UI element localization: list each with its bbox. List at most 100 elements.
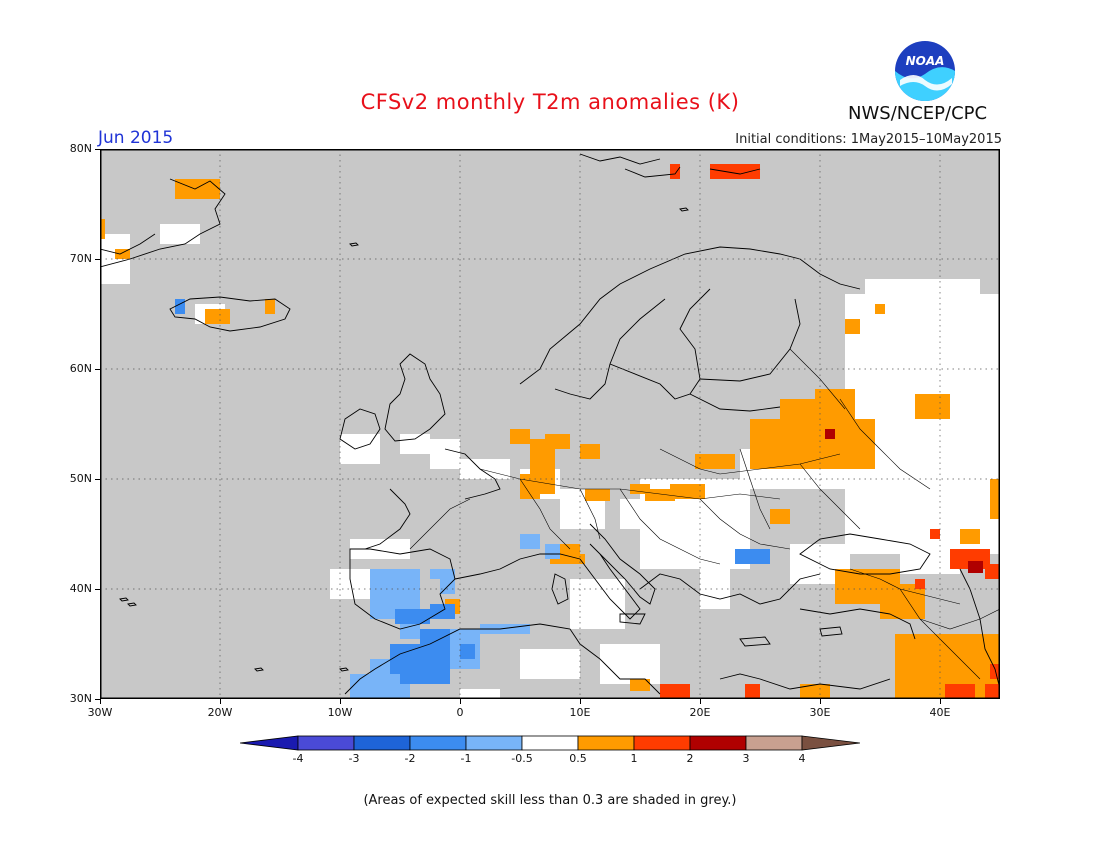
coastline (551, 573, 569, 605)
anomaly-cell (670, 164, 680, 179)
island (254, 667, 264, 672)
country-border (919, 608, 1000, 630)
anomaly-cell (430, 569, 455, 579)
coastline (169, 296, 291, 332)
coastline (100, 233, 156, 255)
coastline (579, 153, 661, 165)
anomaly-cell (968, 561, 983, 573)
anomaly-cell (600, 644, 660, 684)
anomaly-cell (835, 449, 855, 464)
anomaly-cell (510, 624, 530, 634)
anomaly-cell (585, 489, 610, 501)
latitude-tick (95, 589, 100, 590)
colorbar-segment (521, 735, 579, 751)
anomaly-cell (400, 659, 450, 684)
coastline (519, 246, 861, 385)
agency-label: NWS/NCEP/CPC (848, 103, 988, 124)
anomaly-map (100, 149, 1000, 699)
anomaly-cell (520, 649, 580, 679)
colorbar-segment (297, 735, 355, 751)
anomaly-cell (660, 684, 690, 699)
colorbar-segment (801, 735, 860, 751)
latitude-tick (95, 369, 100, 370)
coastline (364, 488, 411, 550)
colorbar-segment (577, 735, 635, 751)
anomaly-cell (710, 164, 760, 179)
coastline (339, 408, 381, 450)
country-border (789, 348, 846, 410)
coastline (799, 608, 916, 640)
anomaly-cell (800, 684, 830, 699)
island (119, 597, 129, 602)
coastlines (100, 153, 1000, 695)
graticule (100, 149, 1000, 699)
colorbar-label: 0.5 (569, 752, 587, 765)
colorbar-segment (633, 735, 691, 751)
colorbar-label: 2 (686, 752, 694, 765)
latitude-tick (95, 259, 100, 260)
anomaly-cell (160, 224, 200, 244)
anomaly-cell (545, 434, 570, 449)
anomaly-cell (735, 549, 770, 564)
coastline (344, 623, 661, 695)
coastline (624, 166, 681, 178)
colorbar-label: -1 (460, 752, 472, 765)
coastline (959, 568, 1000, 690)
anomaly-cell (570, 579, 625, 629)
colorbar-label: -3 (348, 752, 360, 765)
anomaly-cell (865, 279, 980, 299)
anomaly-cell (990, 664, 1000, 679)
anomaly-cell (770, 509, 790, 524)
latitude-label: 30N (69, 692, 92, 705)
longitude-label: 20E (689, 706, 711, 719)
anomaly-cell (920, 299, 950, 339)
colorbar-segment (689, 735, 747, 751)
anomaly-cell (670, 484, 705, 499)
anomaly-cell (460, 459, 510, 479)
longitude-label: 0 (456, 706, 464, 719)
map-title: CFSv2 monthly T2m anomalies (K) (360, 90, 740, 114)
anomaly-cell (915, 394, 950, 419)
anomaly-cell (985, 564, 1000, 579)
coastline (554, 298, 666, 400)
island (127, 602, 137, 607)
latitude-tick (95, 149, 100, 150)
anomaly-cell (945, 684, 975, 699)
longitude-label: 30E (809, 706, 831, 719)
coastline (384, 353, 446, 442)
latitude-label: 40N (69, 582, 92, 595)
anomaly-cell (175, 179, 220, 199)
island (349, 242, 359, 247)
country-border (799, 463, 861, 530)
coastline (689, 393, 781, 412)
coastline (799, 533, 931, 575)
colorbar-segment (409, 735, 467, 751)
anomaly-cell (460, 644, 475, 659)
colorbar-segment (745, 735, 803, 751)
coastline (454, 553, 581, 580)
anomaly-cell (550, 554, 585, 564)
country-border (409, 498, 471, 550)
latitude-label: 70N (69, 252, 92, 265)
month-label: Jun 2015 (98, 128, 174, 148)
longitude-label: 40E (929, 706, 951, 719)
longitude-tick (460, 699, 461, 704)
anomaly-cell (100, 219, 105, 239)
country-border (519, 478, 571, 550)
anomaly-cell (175, 299, 185, 314)
anomaly-cell (265, 299, 275, 314)
anomaly-cell (990, 479, 1000, 519)
initial-conditions: Initial conditions: 1May2015–10May2015 (735, 132, 1002, 147)
longitude-label: 30W (87, 706, 113, 719)
anomaly-cell (360, 689, 380, 699)
anomaly-cell (875, 304, 885, 314)
anomaly-cell (845, 319, 860, 334)
anomaly-cell (780, 399, 820, 429)
coastline (739, 636, 771, 647)
coastline (819, 626, 843, 637)
anomaly-cell (205, 309, 230, 324)
anomaly-cell (910, 449, 930, 469)
longitude-label: 20W (207, 706, 233, 719)
map-frame (100, 149, 1000, 699)
anomaly-cells (100, 164, 1000, 699)
